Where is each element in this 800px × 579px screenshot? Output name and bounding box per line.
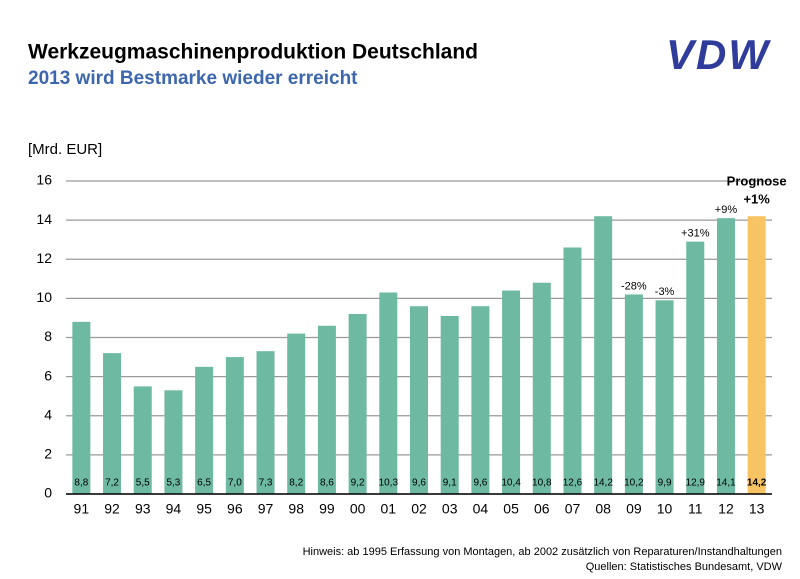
x-tick-label: 10	[657, 501, 673, 517]
y-axis-label: [Mrd. EUR]	[28, 141, 102, 158]
x-tick-label: 00	[350, 501, 366, 517]
value-label: 14,2	[747, 478, 767, 489]
bar	[532, 282, 551, 494]
x-tick-label: 05	[503, 501, 519, 517]
value-label: 9,1	[443, 478, 457, 489]
x-tick-label: 03	[442, 501, 458, 517]
logo: VDW	[666, 31, 771, 78]
y-tick-label: 10	[36, 289, 52, 305]
value-label: 5,5	[136, 478, 150, 489]
bar	[225, 357, 244, 494]
value-label: 5,3	[166, 478, 180, 489]
y-tick-label: 2	[44, 446, 52, 462]
value-label: 10,8	[532, 478, 552, 489]
x-tick-label: 01	[381, 501, 397, 517]
x-tick-label: 92	[104, 501, 120, 517]
value-label: 8,6	[320, 478, 334, 489]
y-tick-label: 14	[36, 211, 52, 227]
bar	[440, 315, 459, 494]
value-label: 12,9	[686, 478, 706, 489]
annotation: -3%	[655, 286, 675, 298]
value-label: 9,2	[351, 478, 365, 489]
value-label: 10,4	[501, 478, 521, 489]
bar	[317, 325, 336, 494]
annotation: Prognose	[727, 174, 787, 189]
value-label: 8,8	[74, 478, 88, 489]
annotation: +31%	[681, 228, 710, 240]
bar	[103, 353, 122, 494]
x-tick-label: 93	[135, 501, 151, 517]
x-tick-label: 04	[473, 501, 489, 517]
bar	[348, 314, 367, 494]
value-label: 8,2	[289, 478, 303, 489]
annotation: +9%	[715, 204, 738, 216]
x-tick-label: 11	[688, 501, 703, 517]
annotation: -28%	[621, 280, 647, 292]
bar	[379, 292, 398, 494]
bar	[747, 216, 766, 494]
y-tick-label: 6	[44, 367, 52, 383]
x-tick-label: 06	[534, 501, 550, 517]
x-tick-label: 98	[288, 501, 304, 517]
bar	[256, 351, 275, 494]
value-label: 14,1	[716, 478, 736, 489]
y-tick-label: 8	[44, 328, 52, 344]
y-tick-label: 4	[44, 406, 52, 422]
bar	[624, 294, 643, 494]
value-label: 12,6	[563, 478, 583, 489]
x-tick-label: 07	[565, 501, 581, 517]
bar	[195, 366, 214, 494]
x-tick-label: 97	[258, 501, 274, 517]
note: Hinweis: ab 1995 Erfassung von Montagen,…	[303, 546, 782, 558]
x-tick-label: 95	[196, 501, 212, 517]
x-tick-label: 02	[411, 501, 427, 517]
bar	[287, 333, 306, 494]
x-tick-label: 94	[166, 501, 182, 517]
bar	[655, 300, 674, 494]
y-tick-label: 0	[44, 485, 52, 501]
bar	[133, 386, 152, 494]
bar	[594, 216, 613, 494]
x-tick-label: 12	[718, 501, 734, 517]
chart-subtitle: 2013 wird Bestmarke wieder erreicht	[28, 68, 358, 89]
bar	[410, 306, 428, 494]
bar	[471, 306, 490, 494]
x-tick-label: 09	[626, 501, 642, 517]
bar	[502, 290, 521, 494]
value-label: 10,3	[379, 478, 399, 489]
note: Quellen: Statistisches Bundesamt, VDW	[586, 561, 783, 573]
value-label: 10,2	[624, 478, 644, 489]
bar	[686, 241, 705, 494]
y-tick-label: 16	[36, 172, 52, 188]
value-label: 9,9	[658, 478, 672, 489]
x-tick-label: 96	[227, 501, 243, 517]
value-label: 14,2	[593, 478, 613, 489]
value-label: 7,3	[259, 478, 273, 489]
annotation: +1%	[743, 192, 770, 207]
value-label: 9,6	[473, 478, 487, 489]
bar	[164, 390, 183, 494]
bar	[72, 321, 91, 494]
value-label: 7,2	[105, 478, 119, 489]
value-label: 9,6	[412, 478, 426, 489]
y-tick-label: 12	[36, 250, 52, 266]
chart-title: Werkzeugmaschinenproduktion Deutschland	[28, 41, 478, 64]
x-tick-label: 91	[74, 501, 90, 517]
x-tick-label: 08	[595, 501, 611, 517]
x-tick-label: 99	[319, 501, 335, 517]
x-tick-label: 13	[749, 501, 765, 517]
value-label: 7,0	[228, 478, 242, 489]
value-label: 6,5	[197, 478, 211, 489]
bar	[716, 218, 735, 494]
bar	[563, 247, 582, 494]
